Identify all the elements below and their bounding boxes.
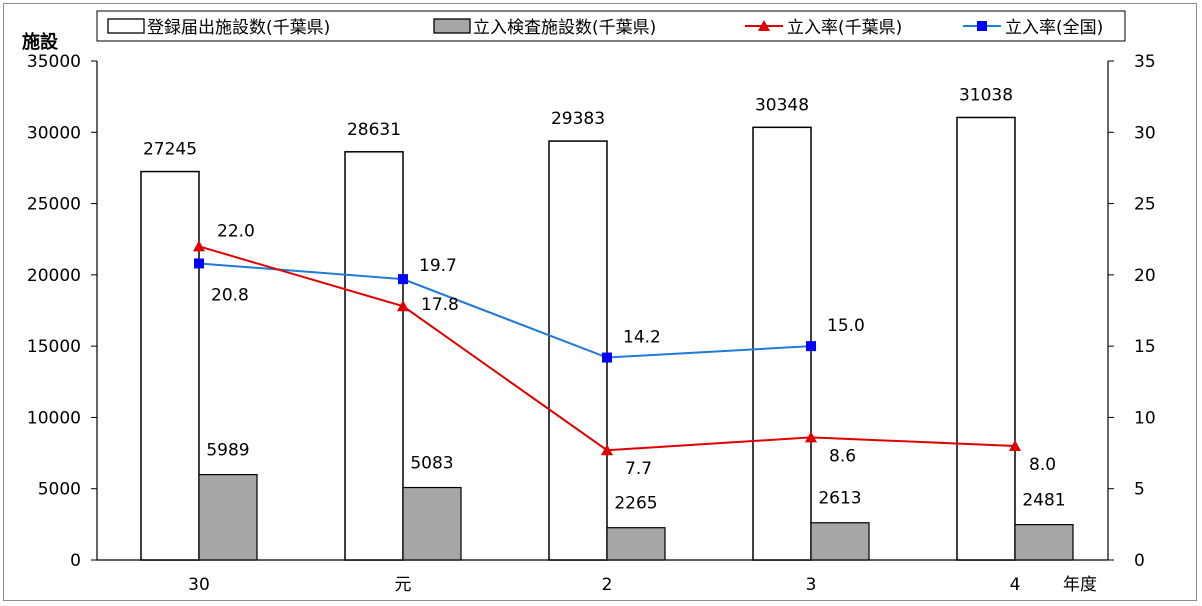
y-left-tick-label: 20000 [27,266,81,286]
data-label-registered: 29383 [551,109,605,129]
x-tick-label: 30 [188,575,210,595]
data-label-inspected: 5989 [206,441,249,461]
data-label-registered: 27245 [143,140,197,160]
data-label-rate-national: 15.0 [827,316,865,336]
y-right-tick-label: 35 [1134,52,1156,72]
y-right-tick-label: 25 [1134,195,1156,215]
x-tick-label: 2 [602,575,613,595]
data-labels: 27245 5989 28631 5083 29383 2265 30348 2613 3103… [143,85,1066,513]
marker-rate-chiba [805,431,817,443]
bar-registered [956,116,1016,561]
data-label-inspected: 2481 [1022,491,1065,511]
y-right-tick-label: 20 [1134,266,1156,286]
x-tick-label: 元 [395,575,412,595]
y-left-tick-label: 10000 [27,408,81,428]
line-rate-national [198,262,812,359]
data-label-rate-national: 14.2 [623,328,661,348]
bars [140,116,1074,561]
bar-inspected [810,522,870,561]
legend: 登録届出施設数(千葉県) 立入検査施設数(千葉県) 立入率(千葉県) 立入率(全国) [96,10,1126,42]
bar-registered [344,151,404,561]
y-right-tick-label: 30 [1134,123,1156,143]
bar-inspected [1014,524,1074,561]
x-tick-label: 3 [806,575,817,595]
y-left-tick-label: 30000 [27,123,81,143]
data-label-inspected: 2265 [614,494,657,514]
marker-rate-chiba [397,300,409,312]
legend-swatch [433,18,471,34]
legend-label: 立入率(千葉県) [787,18,902,38]
data-label-rate-chiba: 8.0 [1029,455,1056,475]
legend-label: 登録届出施設数(千葉県) [147,18,330,38]
y-left-tick-label: 0 [70,551,81,571]
marker-rate-national [806,341,816,352]
data-label-registered: 30348 [755,95,809,115]
data-label-rate-national: 20.8 [211,285,249,305]
x-tick-label: 4 [1010,575,1021,595]
marker-rate-chiba [601,444,613,456]
x-axis-unit-label: 年度 [1063,575,1097,595]
legend-label: 立入検査施設数(千葉県) [473,18,656,38]
y-right-tick-label: 5 [1134,480,1145,500]
axes: 0 5000 10000 15000 20000 25000 30000 35000 0 5 10 1… [27,52,1156,595]
legend-box [96,10,1126,42]
marker-rate-national [602,352,612,363]
y-left-tick-label: 15000 [27,337,81,357]
y-left-tick-label: 5000 [38,480,81,500]
legend-marker [977,21,987,31]
legend-swatch [107,18,145,34]
y-right-tick-label: 15 [1134,337,1156,357]
data-label-rate-chiba: 22.0 [217,221,255,241]
bar-registered [752,126,812,561]
bar-inspected [402,486,462,561]
data-label-rate-chiba: 17.8 [421,295,459,315]
marker-rate-chiba [193,240,205,252]
legend-label: 立入率(全国) [1005,18,1103,38]
bar-registered [548,140,608,561]
data-label-rate-national: 19.7 [419,256,457,276]
bar-inspected [198,474,258,561]
bar-registered [140,170,200,561]
bar-inspected [606,527,666,561]
data-label-rate-chiba: 8.6 [829,446,856,466]
data-label-inspected: 5083 [410,454,453,474]
y-axis-left-label: 施設 [22,31,59,53]
lines [193,240,1021,456]
y-left-tick-label: 35000 [27,52,81,72]
y-left-tick-label: 25000 [27,195,81,215]
data-label-registered: 31038 [959,85,1013,105]
data-label-rate-chiba: 7.7 [625,459,652,479]
marker-rate-national [194,258,204,269]
data-label-registered: 28631 [347,120,401,140]
marker-rate-national [398,274,408,285]
data-label-inspected: 2613 [818,489,861,509]
marker-rate-chiba [1009,439,1021,451]
y-right-tick-label: 0 [1134,551,1145,571]
y-right-tick-label: 10 [1134,408,1156,428]
legend-marker [758,20,770,31]
